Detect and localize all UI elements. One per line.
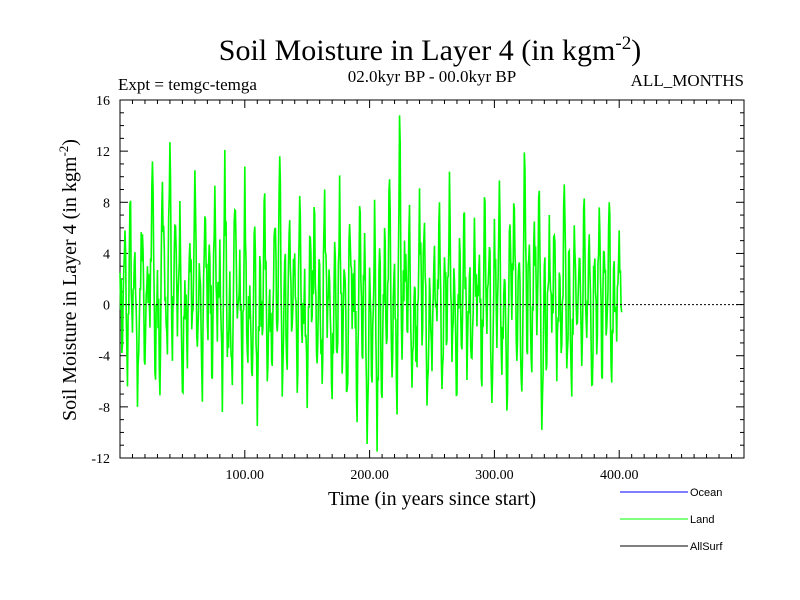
subtitle-months: ALL_MONTHS [631,71,744,90]
x-tick-labels: 100.00 200.00 300.00 400.00 [226,468,639,483]
y-tick-label: 4 [103,247,110,262]
y-tick-label: 12 [96,145,110,160]
y-axis-label: Soil Moisture in Layer 4 (in kgm-2) [56,139,81,421]
series-line-land [119,115,623,452]
legend-label-allsurf: AllSurf [690,541,723,553]
series-group [119,115,623,452]
y-tick-label: 16 [96,94,110,109]
y-tick-label: -8 [98,401,110,416]
legend: Ocean Land AllSurf [620,487,723,553]
x-tick-label: 300.00 [475,468,514,483]
x-tick-label: 400.00 [600,468,639,483]
y-tick-label: -12 [91,452,110,467]
axis-ticks [120,99,744,459]
legend-label-land: Land [690,514,714,526]
subtitle-experiment: Expt = temgc-temga [118,75,257,94]
y-tick-label: 8 [103,196,110,211]
x-axis-label: Time (in years since start) [328,488,536,510]
x-tick-label: 200.00 [350,468,389,483]
y-tick-label: 0 [103,299,110,314]
subtitle-period: 02.0kyr BP - 00.0kyr BP [348,67,516,86]
legend-label-ocean: Ocean [690,487,722,499]
chart-title: Soil Moisture in Layer 4 (in kgm-2) [219,33,641,67]
x-tick-label: 100.00 [226,468,265,483]
y-tick-labels: -12 -8 -4 0 4 8 12 16 [91,94,110,467]
y-tick-label: -4 [98,350,110,365]
